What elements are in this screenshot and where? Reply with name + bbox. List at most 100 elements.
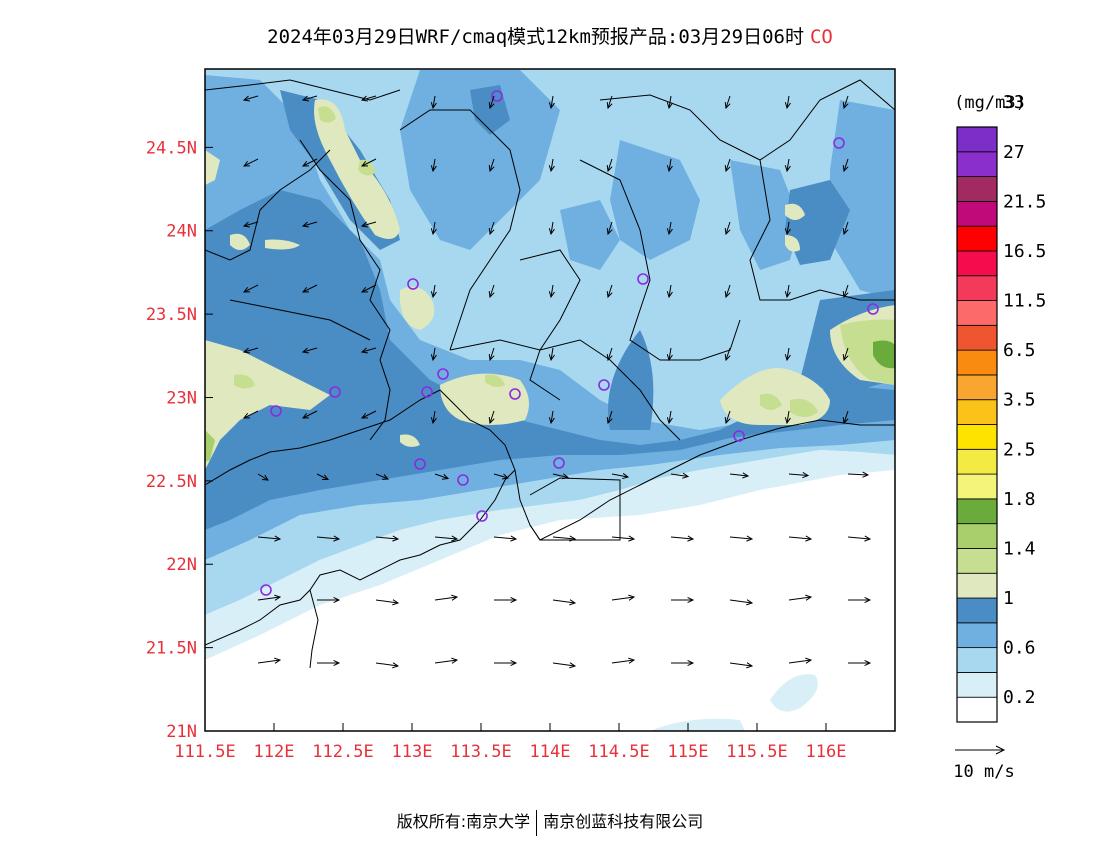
colorbar-swatch — [956, 473, 998, 500]
station-marker — [491, 90, 503, 102]
wind-arrow — [552, 535, 577, 542]
wind-arrow — [611, 473, 630, 480]
wind-arrow — [729, 535, 754, 542]
wind-arrow — [670, 472, 690, 479]
footer-copyright: 版权所有:南京大学 — [396, 812, 531, 831]
wind-arrow — [671, 659, 695, 667]
wind-arrow — [907, 600, 929, 605]
wind-legend: 10 m/s — [953, 745, 1015, 782]
wind-arrow — [360, 284, 377, 293]
colorbar-swatch — [956, 622, 998, 649]
wind-arrow — [493, 535, 518, 542]
wind-arrow — [666, 284, 673, 299]
concentration-field — [205, 69, 895, 731]
station-marker — [553, 457, 565, 469]
lat-tick-label: 22N — [166, 555, 197, 575]
colorbar-label: 27 — [1003, 142, 1025, 163]
colorbar-swatch — [956, 672, 998, 698]
wind-legend-label: 10 m/s — [953, 762, 1014, 782]
footer: 版权所有:南京大学 南京创蓝科技有限公司 — [0, 808, 1100, 836]
colorbar-unit: (mg/m3) — [954, 93, 1026, 113]
wind-arrow — [606, 221, 613, 236]
colorbar-swatch — [956, 324, 998, 351]
chart-title: 2024年03月29日WRF/cmaq模式12km预报产品:03月29日06时 C… — [0, 22, 1100, 49]
wind-arrow — [907, 663, 929, 668]
wind-arrow — [788, 472, 810, 479]
colorbar: 0.2 0.6 1 1.4 1.8 2.5 3.5 6.5 11.5 16.5 21.5 27 33 — [956, 92, 1046, 723]
colorbar-swatch — [956, 176, 998, 202]
colorbar-label: 0.6 — [1003, 638, 1036, 659]
station-marker — [867, 303, 879, 315]
wind-arrow — [548, 221, 555, 236]
wind-arrow — [848, 596, 872, 604]
colorbar-swatch — [956, 200, 998, 227]
wind-arrow — [493, 473, 510, 480]
wind-arrow — [375, 535, 400, 542]
lat-tick-label: 23N — [166, 388, 197, 408]
wind-arrow — [360, 95, 377, 102]
wind-arrow — [360, 410, 377, 419]
colorbar-label: 1 — [1003, 588, 1014, 609]
wind-arrow — [666, 410, 673, 425]
wind-arrow — [316, 535, 341, 542]
colorbar-label: 1.8 — [1003, 489, 1036, 510]
wind-arrow — [257, 473, 269, 481]
wind-arrow — [488, 95, 495, 110]
colorbar-label: 33 — [1003, 92, 1025, 113]
wind-arrow — [611, 657, 636, 664]
colorbar-swatch — [956, 250, 998, 277]
colorbar-swatch — [956, 597, 998, 624]
wind-arrow — [548, 410, 555, 425]
wind-arrow — [666, 347, 673, 362]
wind-arrow — [729, 472, 750, 479]
wind-arrow — [729, 599, 754, 606]
lat-tick-label: 22.5N — [146, 472, 197, 492]
wind-legend-arrowhead — [995, 745, 1006, 755]
colorbar-swatch — [956, 548, 998, 574]
wind-arrow — [606, 95, 613, 110]
wind-arrow — [494, 659, 518, 667]
wind-arrow — [242, 284, 259, 293]
colorbar-swatch — [956, 647, 998, 673]
wind-arrow — [301, 347, 318, 354]
wind-arrow — [848, 659, 872, 667]
colorbar-label: 1.4 — [1003, 538, 1036, 559]
wind-arrow — [907, 536, 929, 541]
station-marker — [637, 273, 649, 285]
wind-arrow — [842, 410, 849, 425]
station-marker — [329, 386, 341, 398]
wind-arrow — [784, 410, 791, 425]
wind-arrow — [488, 221, 495, 236]
wind-arrow — [242, 221, 259, 228]
wind-arrow — [784, 284, 791, 299]
wind-arrow — [430, 347, 437, 362]
lat-tick-label: 21N — [166, 722, 197, 742]
wind-arrow — [671, 596, 695, 604]
wind-arrow — [666, 221, 673, 236]
station-marker — [476, 510, 488, 522]
colorbar-label: 11.5 — [1003, 291, 1046, 312]
wind-arrow — [611, 594, 636, 601]
wind-arrow — [552, 473, 570, 480]
wind-arrow — [666, 95, 673, 110]
wind-arrow — [606, 410, 613, 425]
wind-arrow — [430, 410, 437, 425]
wind-arrow — [907, 472, 928, 477]
wind-arrow — [430, 95, 437, 110]
wind-arrow — [788, 657, 813, 664]
wind-arrow — [434, 594, 459, 601]
wind-vectors — [242, 95, 929, 669]
wind-arrow — [724, 95, 731, 110]
colorbar-swatch — [956, 374, 998, 401]
station-marker — [509, 388, 521, 400]
wind-arrow — [360, 158, 377, 167]
station-marker — [457, 474, 469, 486]
lon-tick-label: 115E — [668, 742, 709, 762]
wind-arrow — [488, 410, 495, 425]
wind-arrow — [301, 95, 318, 102]
species-label: CO — [809, 26, 833, 48]
wind-arrow — [488, 347, 495, 362]
colorbar-label: 6.5 — [1003, 340, 1036, 361]
wind-arrow — [729, 662, 754, 669]
